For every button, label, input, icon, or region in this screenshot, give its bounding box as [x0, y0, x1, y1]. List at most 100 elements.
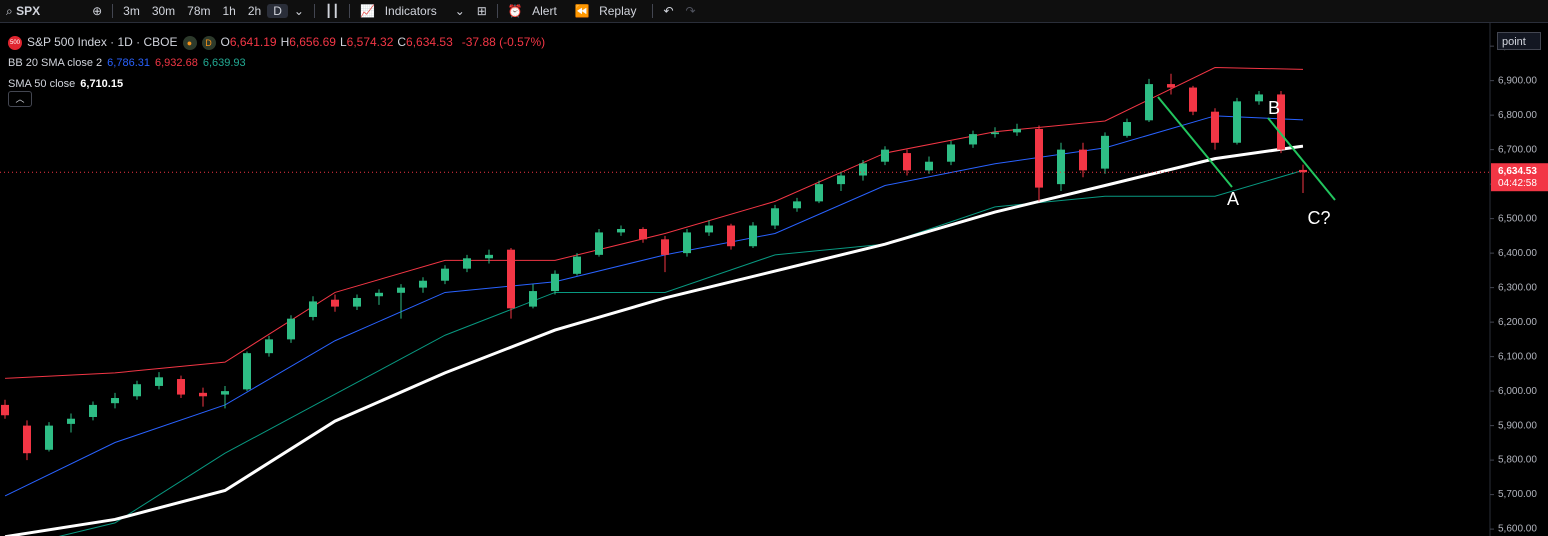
undo-button[interactable]: ↶: [663, 4, 674, 18]
alert-button[interactable]: ⏰ Alert: [502, 4, 569, 18]
candle-body: [1189, 87, 1197, 112]
annotation: A: [1227, 189, 1239, 209]
candle-body: [727, 225, 735, 247]
candle-body: [683, 232, 691, 254]
ohlc-key: O: [220, 35, 230, 49]
interval[interactable]: 30m: [151, 4, 176, 18]
ohlc-key: L: [339, 35, 347, 49]
interval[interactable]: 2h: [247, 4, 262, 18]
candle-body: [1, 404, 9, 416]
candle-body: [441, 268, 449, 281]
y-tick-label: 6,100.00: [1498, 351, 1537, 362]
candle-body: [463, 258, 471, 269]
candle-body: [287, 318, 295, 340]
y-tick-label: 6,000.00: [1498, 386, 1537, 397]
y-tick-label: 6,200.00: [1498, 317, 1537, 328]
candle-body: [177, 379, 185, 395]
candle-body: [749, 225, 757, 247]
separator: [349, 4, 351, 18]
ohlc-value: 6,574.32: [346, 35, 394, 49]
separator: [313, 4, 315, 18]
trend-line: [1267, 117, 1336, 201]
scale-mode[interactable]: point: [1497, 32, 1541, 50]
candle-body: [551, 273, 559, 292]
chart-type[interactable]: ┃┃: [324, 4, 340, 18]
interval-menu[interactable]: ⌄: [293, 4, 304, 18]
indicator-line: [5, 170, 1303, 536]
candle-body: [89, 404, 97, 417]
candle-body: [309, 301, 317, 317]
candle-body: [881, 149, 889, 162]
candle-body: [1079, 149, 1087, 171]
candle-body: [837, 175, 845, 185]
change: -37.88 (-0.57%): [461, 35, 546, 49]
interval[interactable]: 3m: [123, 4, 140, 18]
alert-label: Alert: [532, 4, 557, 18]
indicator-label: SMA 50 close: [8, 78, 76, 90]
candle-body: [529, 291, 537, 307]
y-tick-label: 6,300.00: [1498, 282, 1537, 293]
interval[interactable]: D: [267, 4, 288, 18]
candle-body: [1277, 94, 1285, 150]
y-tick-label: 6,800.00: [1498, 110, 1537, 121]
y-tick-label: 5,700.00: [1498, 489, 1537, 500]
indicators-button[interactable]: 📈 Indicators: [354, 4, 448, 18]
separator: [652, 4, 654, 18]
countdown: 04:42:58: [1498, 178, 1537, 189]
candle-body: [353, 297, 361, 307]
candle-body: [1255, 94, 1263, 102]
y-tick-label: 5,800.00: [1498, 455, 1537, 466]
market-status: ●: [182, 35, 197, 50]
y-tick-label: 6,700.00: [1498, 144, 1537, 155]
candle-body: [375, 292, 383, 297]
candle-body: [133, 384, 141, 397]
trend-line: [1157, 96, 1233, 188]
candle-body: [67, 418, 75, 424]
indicator-value: 6,932.68: [155, 57, 198, 69]
indicator-value: 6,786.31: [107, 57, 150, 69]
candle-body: [1035, 128, 1043, 188]
candle-body: [969, 134, 977, 145]
candle-body: [397, 287, 405, 293]
ohlc-key: C: [397, 35, 407, 49]
symbol: SPX: [16, 3, 41, 18]
price-tag: [1491, 163, 1548, 192]
candle-body: [23, 425, 31, 454]
ohlc-value: 6,656.69: [289, 35, 336, 49]
candle-body: [1145, 84, 1153, 121]
indicator-label: BB 20 SMA close 2: [8, 57, 103, 69]
symbol-search[interactable]: ⌕ SPX: [6, 3, 41, 18]
indicator-line: [5, 146, 1303, 536]
candle-body: [1013, 128, 1021, 133]
candle-body: [617, 228, 625, 233]
candle-body: [1057, 149, 1065, 185]
redo-button[interactable]: ↷: [685, 4, 696, 18]
candle-body: [1123, 122, 1131, 136]
price-tag-label: 6,634.53: [1498, 166, 1537, 177]
collapse-button[interactable]: ︿: [8, 91, 32, 107]
indicator-line: [5, 68, 1303, 379]
candle-body: [661, 239, 669, 255]
layouts-button[interactable]: ⊞: [476, 4, 487, 18]
indicator-value: 6,639.93: [202, 57, 246, 69]
interval[interactable]: 1h: [222, 4, 236, 18]
candle-body: [771, 208, 779, 226]
candle-body: [903, 153, 911, 171]
candle-body: [265, 339, 273, 354]
indicator-value: 6,710.15: [80, 78, 124, 90]
interval[interactable]: 78m: [187, 4, 211, 18]
candle-body: [221, 391, 229, 395]
candle-body: [991, 132, 999, 135]
indicators-label: Indicators: [384, 4, 437, 18]
compare-button[interactable]: ⊕: [92, 4, 103, 18]
replay-button[interactable]: ⏪ Replay: [569, 4, 649, 18]
y-tick-label: 6,500.00: [1498, 213, 1537, 224]
ohlc-key: H: [280, 35, 290, 49]
indicators-menu[interactable]: ⌄: [454, 4, 465, 18]
ohlc: O6,641.19 H6,656.69 L6,574.32 C6,634.53: [221, 32, 457, 53]
toolbar: ⌕ SPX ⊕ 3m 30m 78m 1h 2h D ⌄ ┃┃ 📈 Indica…: [0, 0, 1548, 23]
y-tick-label: 5,600.00: [1498, 524, 1537, 535]
candle-body: [419, 280, 427, 288]
annotation: C?: [1307, 208, 1330, 228]
indicator-line: [5, 116, 1303, 496]
